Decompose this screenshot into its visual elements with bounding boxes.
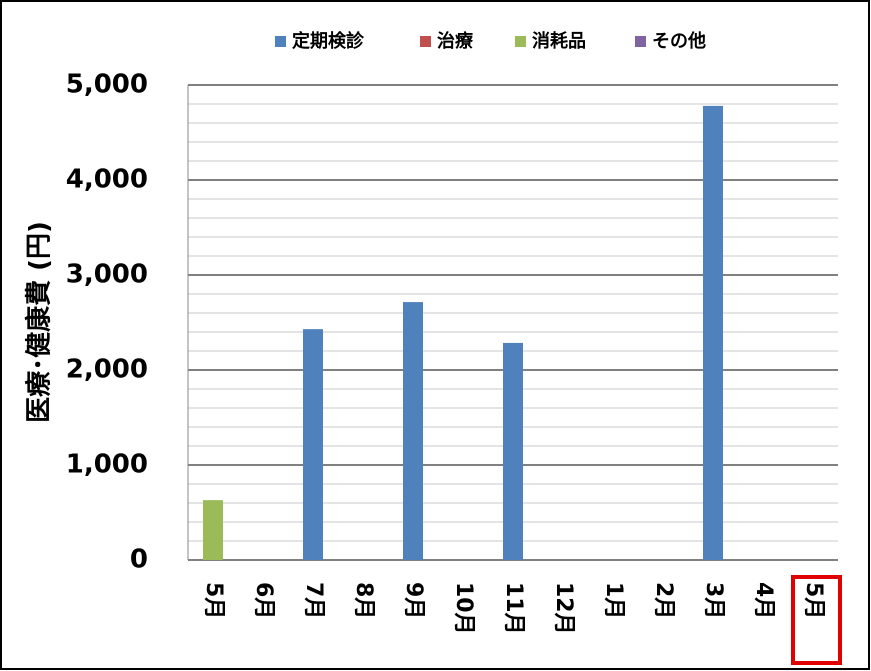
y-tick-label: 5,000	[66, 70, 148, 100]
x-tick-label: 10月	[451, 582, 476, 635]
legend-swatch	[635, 36, 646, 47]
y-axis-title: 医療･健康費 (円)	[24, 221, 55, 423]
y-tick-label: 4,000	[66, 165, 148, 195]
bar	[303, 329, 323, 560]
legend-label: 定期検診	[292, 30, 365, 52]
x-tick-label: 3月	[701, 582, 726, 619]
legend-swatch	[420, 36, 431, 47]
y-tick-label: 0	[130, 545, 148, 575]
x-tick-label: 4月	[751, 582, 776, 619]
legend-swatch	[275, 36, 286, 47]
x-tick-label: 11月	[501, 582, 526, 635]
x-tick-label: 12月	[551, 582, 576, 635]
y-tick-label: 1,000	[66, 450, 148, 480]
x-tick-label: 5月	[201, 582, 226, 619]
x-tick-label: 6月	[251, 582, 276, 619]
bar	[203, 500, 223, 560]
x-tick-label: 8月	[351, 582, 376, 619]
legend-swatch	[515, 36, 526, 47]
x-tick-label: 7月	[301, 582, 326, 619]
highlight-box	[791, 575, 842, 665]
legend-label: 治療	[437, 30, 474, 52]
legend-label: 消耗品	[532, 30, 586, 52]
x-tick-label: 1月	[601, 582, 626, 619]
y-tick-label: 3,000	[66, 260, 148, 290]
bar	[503, 342, 523, 560]
bar	[703, 105, 723, 561]
x-tick-label: 5月	[801, 582, 826, 619]
x-tick-label: 9月	[401, 582, 426, 619]
bar	[403, 302, 423, 560]
x-tick-label: 2月	[651, 582, 676, 619]
y-tick-label: 2,000	[66, 355, 148, 385]
legend-label: その他	[652, 30, 706, 52]
